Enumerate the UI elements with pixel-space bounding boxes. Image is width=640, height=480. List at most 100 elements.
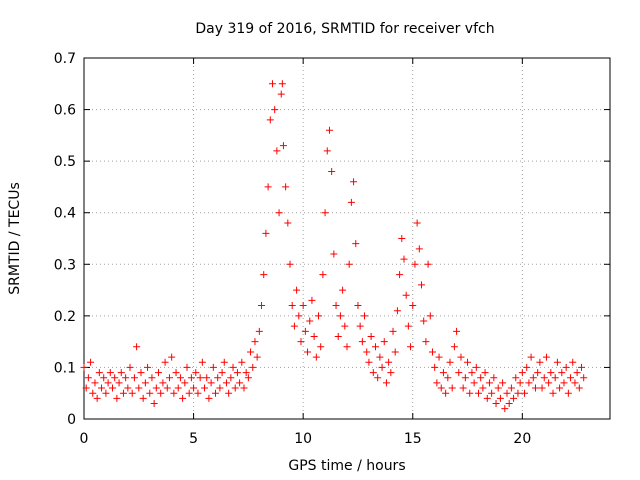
data-point [218,369,226,377]
data-point [378,363,386,371]
data-point [152,384,160,392]
data-point [183,363,191,371]
data-point [510,394,518,402]
data-point [457,353,465,361]
data-point [475,389,482,397]
data-point [170,389,178,397]
data-point [393,307,401,315]
data-point [279,142,287,150]
data-point [196,374,204,382]
data-point [113,394,121,402]
data-point [262,229,270,237]
data-point [135,384,143,392]
data-point [472,363,480,371]
data-point [115,379,123,387]
data-point [431,363,439,371]
data-point [490,374,498,382]
data-point [540,374,548,382]
data-point [365,358,373,366]
data-point [514,389,522,397]
data-point [341,322,349,330]
data-point [238,358,246,366]
data-point [334,332,342,340]
data-point [251,338,259,346]
data-point [439,369,447,377]
data-point [404,322,412,330]
data-point [492,400,500,408]
data-point [91,379,99,387]
data-point [144,363,152,371]
data-point [174,384,182,392]
x-axis-label: GPS time / hours [288,458,405,474]
data-point [396,271,404,279]
data-point [111,374,119,382]
data-point [376,353,384,361]
data-point [350,178,358,186]
data-point [146,389,154,397]
data-point [571,379,579,387]
data-point [411,260,419,268]
data-point [185,389,193,397]
data-point [361,312,369,320]
data-point [207,379,215,387]
plot-frame [83,57,611,420]
y-tick-label: 0.1 [54,360,76,376]
data-point [321,209,329,217]
data-point [409,302,417,310]
data-point [258,302,266,310]
data-point [126,363,134,371]
data-point [201,384,209,392]
data-point [356,322,364,330]
data-point [538,384,546,392]
data-point [304,348,312,356]
data-points [80,80,588,413]
data-point [371,343,379,351]
data-point [203,374,211,382]
data-point [345,260,353,268]
data-point [323,147,331,155]
data-point [347,198,355,206]
data-point [398,235,406,242]
data-point [531,384,539,392]
data-point [525,379,533,387]
data-point [236,379,244,387]
data-point [556,384,564,392]
data-point [89,389,97,397]
data-point [315,312,323,320]
data-point [330,250,338,258]
data-point [562,363,570,371]
data-point [328,167,336,175]
data-point [564,389,572,397]
data-point [545,379,553,387]
data-point [106,369,114,377]
data-point [450,343,458,351]
data-point [104,379,112,387]
data-point [93,394,101,402]
data-point [424,260,432,268]
axis-ticks: 0 0.1 0.2 0.3 0.4 0.5 0.6 0.7 0 5 10 15 20 [54,51,610,447]
data-point [505,400,513,408]
data-point [255,327,263,335]
data-point [95,369,103,377]
data-point [161,358,169,366]
data-point [521,389,529,397]
data-point [119,389,127,397]
y-tick-label: 0.2 [54,309,76,325]
data-point [488,389,496,397]
data-point [407,343,415,351]
data-point [477,374,485,382]
data-point [527,353,535,361]
data-point [461,374,469,382]
data-point [575,384,583,392]
data-point [483,394,491,402]
y-tick-label: 0.4 [54,206,76,222]
data-point [220,358,228,366]
data-point [374,374,382,382]
data-point [459,384,467,392]
data-point [402,291,410,299]
data-point [369,369,377,377]
data-point [567,374,575,382]
data-point [240,384,248,392]
data-point [496,394,504,402]
data-point [295,312,303,320]
